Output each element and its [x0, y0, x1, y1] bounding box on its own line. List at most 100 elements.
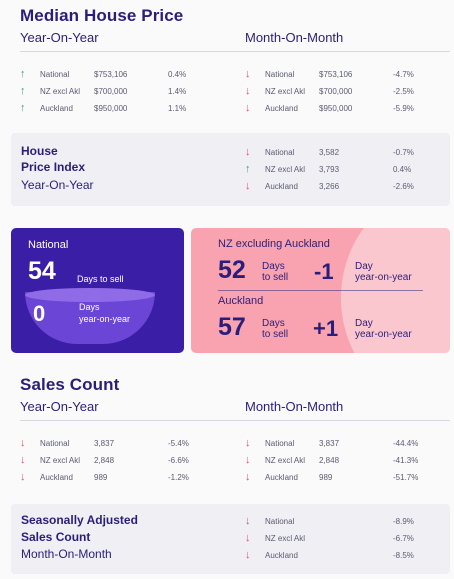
median-yoy-label: Year-On-Year [20, 30, 99, 45]
arrow-down-icon: ↓ [20, 454, 26, 466]
row-label: NZ excl Akl [40, 455, 81, 465]
bowl-rim-graphic [25, 288, 155, 302]
row-label: National [265, 516, 295, 526]
stat-row: ↑ National $753,106 0.4% [20, 67, 198, 81]
row-label: Auckland [265, 103, 298, 113]
row-change: -5.9% [393, 103, 414, 113]
row-change: 1.4% [168, 86, 187, 96]
akl-change-label-1: Day [355, 318, 373, 329]
row-label: NZ excl Akl [265, 86, 306, 96]
stat-row: ↑ Auckland $950,000 1.1% [20, 101, 198, 115]
stat-row: ↓ National 3,837 -44.4% [245, 436, 433, 450]
row-change: -8.5% [393, 550, 414, 560]
arrow-up-icon: ↑ [20, 85, 26, 97]
regions-days-card: NZ excluding Auckland 52 Days to sell -1… [191, 228, 450, 353]
row-change: -2.6% [393, 181, 414, 191]
sales-mom-label: Month-On-Month [245, 399, 344, 414]
row-label: National [265, 147, 295, 157]
median-divider [20, 51, 450, 52]
arrow-up-icon: ↑ [245, 163, 251, 175]
median-title: Median House Price [20, 6, 184, 25]
akl-change-label-2: year-on-year [355, 329, 412, 340]
row-value: 3,793 [319, 164, 340, 174]
arrow-up-icon: ↑ [20, 68, 26, 80]
seasonal-subtitle: Month-On-Month [21, 547, 112, 561]
row-value: $753,106 [319, 69, 353, 79]
national-change-value: 0 [33, 301, 46, 326]
arrow-down-icon: ↓ [245, 532, 251, 544]
stat-row: ↓ Auckland 989 -51.7% [245, 470, 433, 484]
row-change: -1.2% [168, 472, 189, 482]
row-change: -5.4% [168, 438, 189, 448]
row-change: 1.1% [168, 103, 187, 113]
national-days-value: 54 [28, 257, 56, 285]
row-value: 3,582 [319, 147, 340, 157]
seasonal-panel: Seasonally Adjusted Sales Count Month-On… [11, 504, 450, 574]
row-label: NZ excl Akl [40, 86, 81, 96]
row-change: -41.3% [393, 455, 419, 465]
row-label: NZ excl Akl [265, 455, 306, 465]
arrow-down-icon: ↓ [245, 471, 251, 483]
nz-days-label-1: Days [262, 261, 285, 272]
row-label: National [40, 438, 70, 448]
row-change: -4.7% [393, 69, 414, 79]
nz-change-value: -1 [314, 259, 334, 284]
nz-days-label-2: to sell [262, 272, 289, 283]
row-label: Auckland [265, 472, 298, 482]
national-change-label-2: year-on-year [79, 314, 131, 324]
arrow-down-icon: ↓ [245, 85, 251, 97]
stat-row: ↓ Auckland -8.5% [245, 548, 433, 562]
row-label: NZ excl Akl [265, 533, 306, 543]
national-change-label-1: Days [79, 302, 100, 312]
stat-row: ↓ Auckland 3,266 -2.6% [245, 179, 433, 193]
stat-row: ↓ National 3,837 -5.4% [20, 436, 198, 450]
arrow-down-icon: ↓ [245, 454, 251, 466]
sales-divider [20, 420, 450, 421]
seasonal-title-line2: Sales Count [21, 530, 91, 544]
row-change: -0.7% [393, 147, 414, 157]
arrow-down-icon: ↓ [245, 146, 251, 158]
stat-row: ↓ National $753,106 -4.7% [245, 67, 433, 81]
row-change: -6.7% [393, 533, 414, 543]
arrow-down-icon: ↓ [245, 68, 251, 80]
row-change: -51.7% [393, 472, 419, 482]
row-label: National [265, 69, 295, 79]
arrow-down-icon: ↓ [245, 515, 251, 527]
nz-card-heading: NZ excluding Auckland [218, 238, 330, 250]
row-value: 2,848 [319, 455, 340, 465]
nz-change-label-2: year-on-year [355, 272, 412, 283]
card-divider [218, 290, 423, 291]
akl-days-value: 57 [218, 313, 246, 341]
row-label: Auckland [265, 181, 298, 191]
nz-days-value: 52 [218, 256, 246, 284]
row-label: Auckland [40, 472, 73, 482]
median-mom-label: Month-On-Month [245, 30, 344, 45]
national-card-heading: National [28, 239, 69, 251]
row-value: 3,837 [319, 438, 340, 448]
national-days-label: Days to sell [77, 274, 124, 284]
row-change: -6.6% [168, 455, 189, 465]
stat-row: ↓ NZ excl Akl 2,848 -6.6% [20, 453, 198, 467]
hpi-title-line1: House [21, 144, 58, 158]
stat-row: ↓ NZ excl Akl $700,000 -2.5% [245, 84, 433, 98]
row-change: -44.4% [393, 438, 419, 448]
row-label: NZ excl Akl [265, 164, 306, 174]
hpi-title-line2: Price Index [21, 160, 86, 174]
row-change: 0.4% [393, 164, 412, 174]
arrow-down-icon: ↓ [245, 102, 251, 114]
row-value: $950,000 [319, 103, 353, 113]
row-value: $753,106 [94, 69, 128, 79]
stat-row: ↓ NZ excl Akl 2,848 -41.3% [245, 453, 433, 467]
stat-row: ↓ National 3,582 -0.7% [245, 145, 433, 159]
row-value: 989 [94, 472, 108, 482]
row-value: $700,000 [319, 86, 353, 96]
stat-row: ↑ NZ excl Akl $700,000 1.4% [20, 84, 198, 98]
row-value: 989 [319, 472, 333, 482]
arrow-down-icon: ↓ [20, 437, 26, 449]
row-label: National [265, 438, 295, 448]
stat-row: ↓ Auckland $950,000 -5.9% [245, 101, 433, 115]
row-label: Auckland [265, 550, 298, 560]
akl-card-heading: Auckland [218, 295, 264, 307]
arrow-down-icon: ↓ [245, 180, 251, 192]
stat-row: ↓ National -8.9% [245, 514, 433, 528]
